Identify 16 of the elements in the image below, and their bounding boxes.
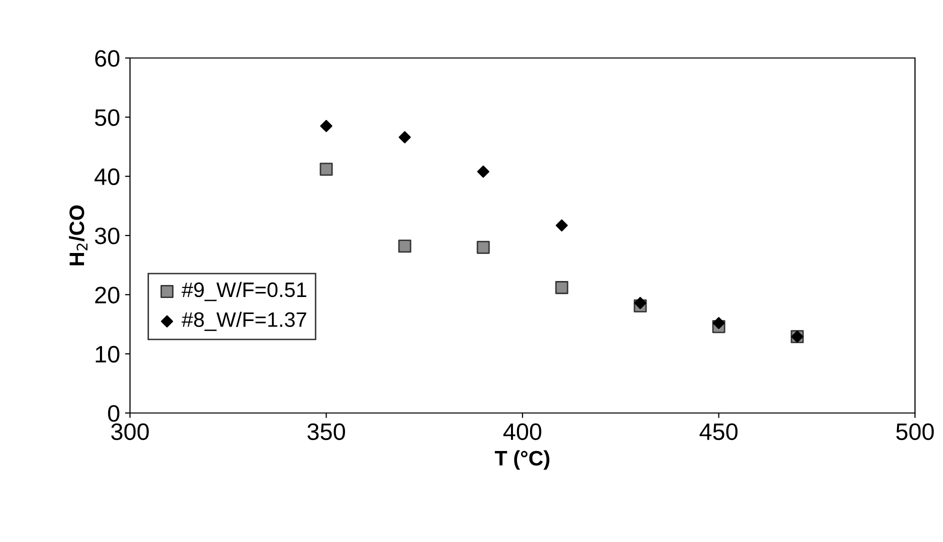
legend-label: #8_W/F=1.37: [182, 312, 306, 331]
x-tick-label: 450: [700, 423, 738, 440]
y-tick-label: 50: [94, 109, 120, 126]
x-tick-label: 500: [896, 423, 934, 440]
y-tick-label: 30: [94, 228, 120, 244]
y-tick-label: 20: [95, 286, 120, 304]
y-tick-label: 40: [94, 168, 120, 186]
x-tick-label: 400: [503, 423, 542, 440]
y-tick-label: 60: [95, 50, 120, 67]
x-axis-title: T (°C): [494, 450, 550, 470]
y-axis-title: H$_{2}$/CO: [68, 205, 88, 266]
legend-label: #9_W/F=0.51: [182, 282, 306, 302]
x-tick-label: 350: [307, 423, 346, 440]
y-tick-label: 10: [96, 346, 120, 363]
y-tick-label: 0: [108, 405, 120, 422]
x-tick-label: 300: [111, 423, 149, 440]
